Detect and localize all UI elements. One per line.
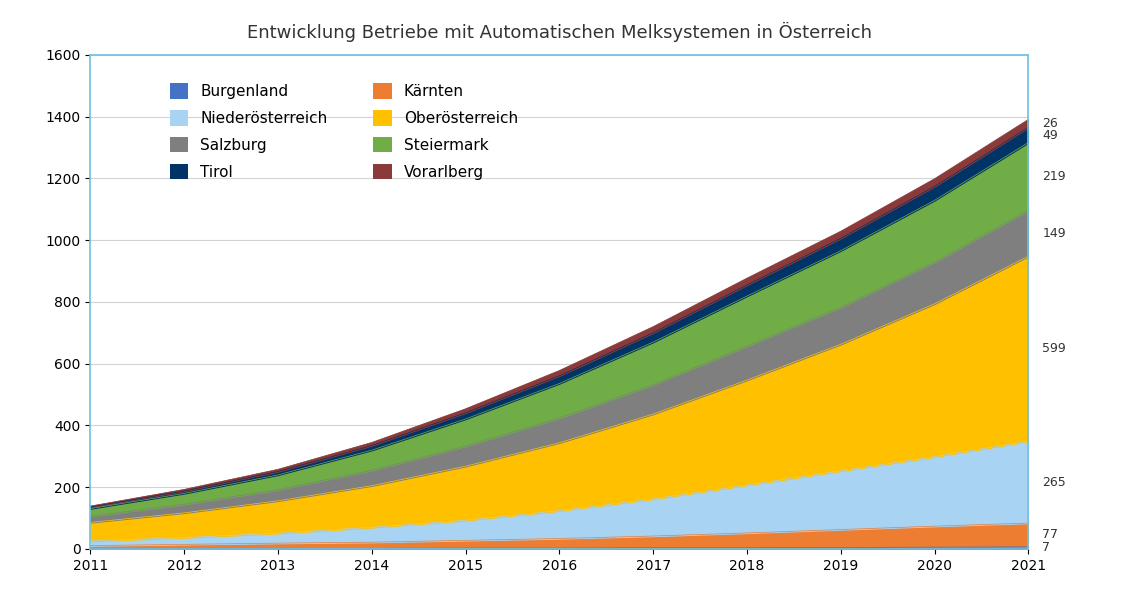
Text: 7: 7 bbox=[1042, 542, 1051, 554]
Title: Entwicklung Betriebe mit Automatischen Melksystemen in Österreich: Entwicklung Betriebe mit Automatischen M… bbox=[246, 22, 872, 42]
Text: 149: 149 bbox=[1042, 227, 1066, 240]
Text: 265: 265 bbox=[1042, 476, 1066, 489]
Text: 49: 49 bbox=[1042, 129, 1058, 142]
Text: 26: 26 bbox=[1042, 117, 1058, 130]
Text: 599: 599 bbox=[1042, 342, 1066, 355]
Legend: Burgenland, Niederösterreich, Salzburg, Tirol, Kärnten, Oberösterreich, Steierma: Burgenland, Niederösterreich, Salzburg, … bbox=[164, 77, 524, 185]
Text: 219: 219 bbox=[1042, 170, 1066, 183]
Text: 77: 77 bbox=[1042, 528, 1059, 542]
